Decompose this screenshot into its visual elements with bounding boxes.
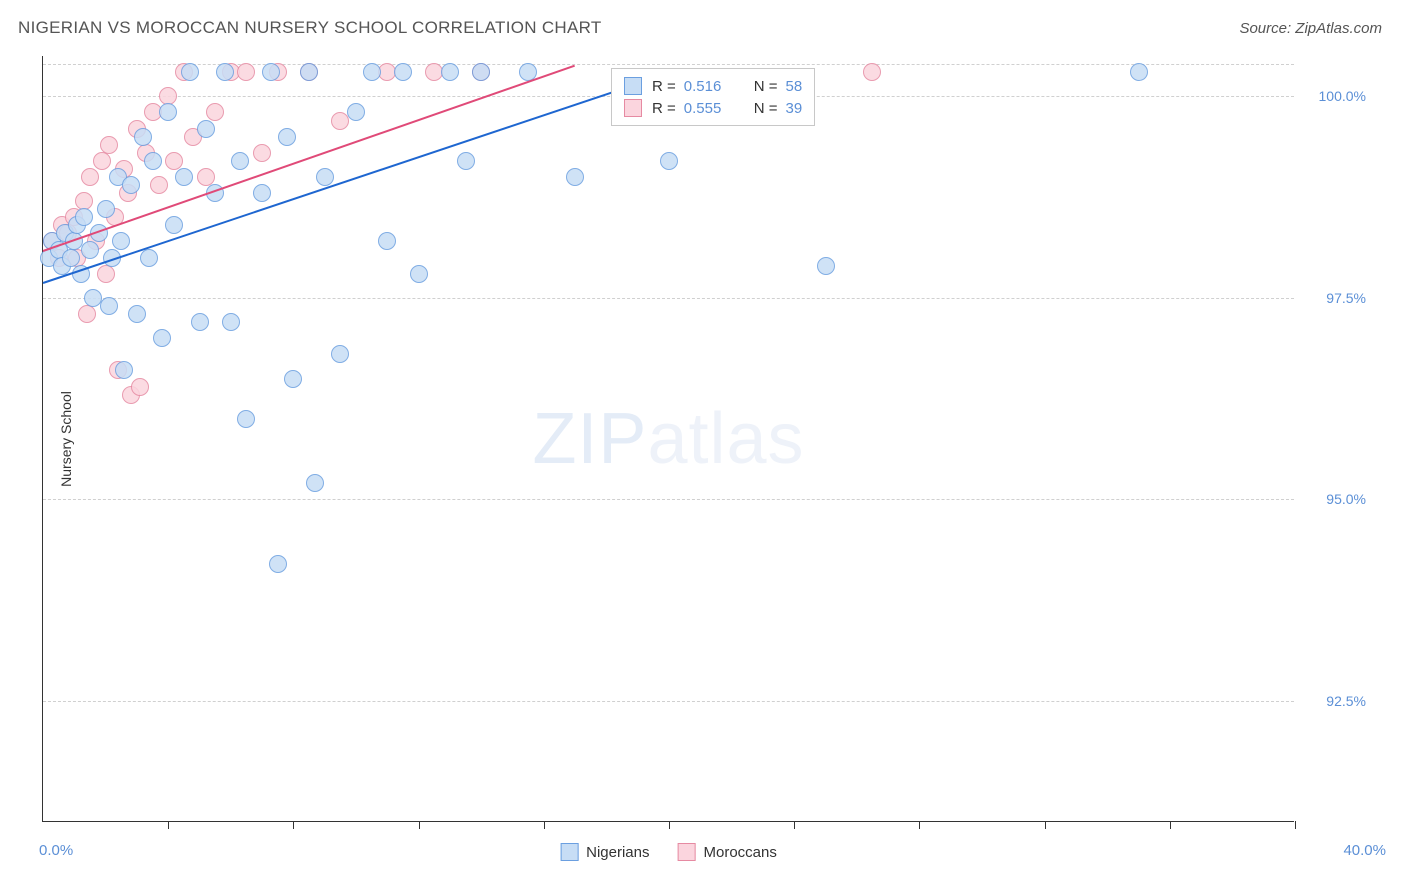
scatter-point <box>165 152 183 170</box>
x-tick <box>419 821 420 829</box>
x-tick <box>919 821 920 829</box>
scatter-point <box>410 265 428 283</box>
scatter-point <box>660 152 678 170</box>
legend-swatch <box>560 843 578 861</box>
watermark: ZIPatlas <box>532 398 804 480</box>
y-tick-label: 95.0% <box>1326 491 1366 507</box>
scatter-point <box>817 257 835 275</box>
scatter-point <box>206 103 224 121</box>
scatter-point <box>237 410 255 428</box>
scatter-point <box>144 152 162 170</box>
scatter-point <box>222 313 240 331</box>
scatter-point <box>863 63 881 81</box>
bottom-legend: Nigerians Moroccans <box>560 843 777 861</box>
scatter-point <box>97 200 115 218</box>
scatter-point <box>278 128 296 146</box>
grid-line <box>43 701 1294 702</box>
scatter-point <box>150 176 168 194</box>
x-tick <box>1045 821 1046 829</box>
scatter-point <box>566 168 584 186</box>
legend-row: R =0.555N =39 <box>624 97 802 119</box>
scatter-point <box>122 176 140 194</box>
scatter-point <box>1130 63 1148 81</box>
scatter-point <box>347 103 365 121</box>
scatter-point <box>363 63 381 81</box>
scatter-point <box>394 63 412 81</box>
scatter-point <box>316 168 334 186</box>
scatter-point <box>100 136 118 154</box>
scatter-point <box>197 168 215 186</box>
scatter-point <box>112 232 130 250</box>
scatter-point <box>175 168 193 186</box>
x-tick <box>1170 821 1171 829</box>
stats-legend: R =0.516N =58R =0.555N =39 <box>611 68 815 126</box>
scatter-point <box>93 152 111 170</box>
chart-header: NIGERIAN VS MOROCCAN NURSERY SCHOOL CORR… <box>0 0 1406 46</box>
scatter-point <box>457 152 475 170</box>
scatter-point <box>441 63 459 81</box>
chart-source: Source: ZipAtlas.com <box>1239 20 1382 37</box>
legend-swatch <box>624 99 642 117</box>
legend-swatch <box>624 77 642 95</box>
scatter-point <box>134 128 152 146</box>
legend-item: Nigerians <box>560 843 649 861</box>
scatter-point <box>75 208 93 226</box>
scatter-point <box>153 329 171 347</box>
scatter-point <box>140 249 158 267</box>
scatter-point <box>128 305 146 323</box>
scatter-point <box>181 63 199 81</box>
x-tick <box>669 821 670 829</box>
grid-line <box>43 298 1294 299</box>
x-tick <box>544 821 545 829</box>
scatter-point <box>262 63 280 81</box>
trend-line <box>43 64 576 251</box>
legend-row: R =0.516N =58 <box>624 75 802 97</box>
scatter-point <box>306 474 324 492</box>
scatter-point <box>62 249 80 267</box>
scatter-point <box>253 184 271 202</box>
scatter-point <box>253 144 271 162</box>
y-tick-label: 100.0% <box>1319 88 1366 104</box>
x-tick <box>293 821 294 829</box>
scatter-point <box>97 265 115 283</box>
scatter-point <box>191 313 209 331</box>
scatter-point <box>331 345 349 363</box>
legend-label: Moroccans <box>704 844 777 861</box>
scatter-point <box>81 241 99 259</box>
grid-line <box>43 499 1294 500</box>
legend-swatch <box>678 843 696 861</box>
x-tick <box>794 821 795 829</box>
scatter-point <box>78 305 96 323</box>
scatter-point <box>197 120 215 138</box>
plot-wrapper: Nursery School ZIPatlas 92.5%95.0%97.5%1… <box>42 56 1382 822</box>
chart-title: NIGERIAN VS MOROCCAN NURSERY SCHOOL CORR… <box>18 18 602 38</box>
legend-label: Nigerians <box>586 844 649 861</box>
x-min-label: 0.0% <box>39 842 73 859</box>
scatter-point <box>100 297 118 315</box>
scatter-point <box>131 378 149 396</box>
scatter-point <box>159 103 177 121</box>
scatter-point <box>81 168 99 186</box>
scatter-point <box>378 232 396 250</box>
scatter-point <box>216 63 234 81</box>
scatter-point <box>231 152 249 170</box>
scatter-point <box>472 63 490 81</box>
y-tick-label: 97.5% <box>1326 290 1366 306</box>
x-tick <box>1295 821 1296 829</box>
scatter-point <box>284 370 302 388</box>
scatter-point <box>269 555 287 573</box>
scatter-point <box>300 63 318 81</box>
scatter-point <box>237 63 255 81</box>
scatter-point <box>165 216 183 234</box>
scatter-point <box>115 361 133 379</box>
x-max-label: 40.0% <box>1343 842 1386 859</box>
legend-item: Moroccans <box>678 843 777 861</box>
y-tick-label: 92.5% <box>1326 693 1366 709</box>
x-tick <box>168 821 169 829</box>
plot-area: ZIPatlas 92.5%95.0%97.5%100.0%0.0%40.0%R… <box>42 56 1294 822</box>
